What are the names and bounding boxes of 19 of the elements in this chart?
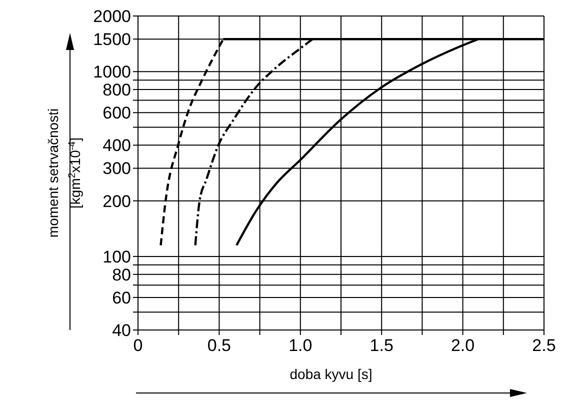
y-tick-label: 60 [112,288,131,308]
y-tick-label: 40 [112,320,131,340]
x-tick-label: 1.5 [370,336,394,355]
y-tick-label: 1000 [93,62,131,82]
y-tick-label: 300 [102,159,131,178]
y-tick-label: 800 [102,80,131,100]
x-tick-label: 0 [133,336,143,355]
x-axis-title: doba kyvu [s] [290,366,372,382]
x-tick-label: 2.5 [532,336,556,355]
y-tick-label: 2000 [93,6,131,26]
y-tick-label: 100 [102,247,131,266]
y-tick-label: 400 [102,136,131,156]
x-tick-label: 1.0 [288,336,312,355]
x-tick-label: 0.5 [207,336,232,355]
y-tick-label: 1500 [93,30,131,50]
x-tick-label: 2.0 [450,336,475,355]
y-tick-label: 200 [102,192,131,211]
y-tick-label: 80 [112,265,131,284]
y-tick-label: 600 [102,104,131,123]
